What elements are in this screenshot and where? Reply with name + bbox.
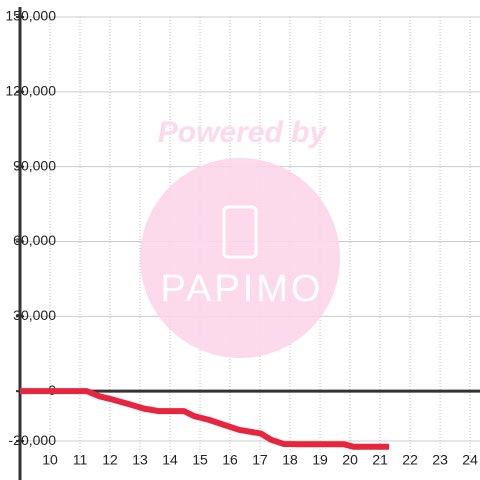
watermark-icon: [222, 205, 258, 259]
x-tick-label: 18: [282, 452, 298, 468]
watermark-logo: PAPIMO: [161, 268, 324, 310]
x-tick-label: 21: [372, 452, 388, 468]
x-tick-label: 15: [192, 452, 208, 468]
x-tick-label: 11: [73, 452, 88, 468]
x-tick-label: 19: [312, 452, 328, 468]
y-tick-label: 90,000: [13, 157, 56, 173]
x-tick-label: 14: [162, 452, 178, 468]
y-tick-label: 150,000: [5, 8, 56, 24]
line: [20, 388, 390, 450]
x-tick-label: 16: [222, 452, 238, 468]
watermark: Powered by PAPIMO: [140, 116, 340, 358]
x-tick-label: 13: [132, 452, 148, 468]
x-tick-label: 24: [462, 452, 478, 468]
x-tick-label: 17: [252, 452, 268, 468]
watermark-text: Powered by: [158, 116, 328, 149]
x-tick-label: 20: [342, 452, 358, 468]
x-tick-label: 23: [432, 452, 448, 468]
y-tick-label: 30,000: [13, 307, 56, 323]
x-tick-label: 22: [402, 452, 418, 468]
y-tick-label: 120,000: [5, 83, 56, 99]
x-tick-label: 12: [102, 452, 118, 468]
y-tick-label: 60,000: [13, 232, 56, 248]
x-tick-label: 10: [42, 452, 58, 468]
y-tick-label: -20,000: [9, 432, 57, 448]
